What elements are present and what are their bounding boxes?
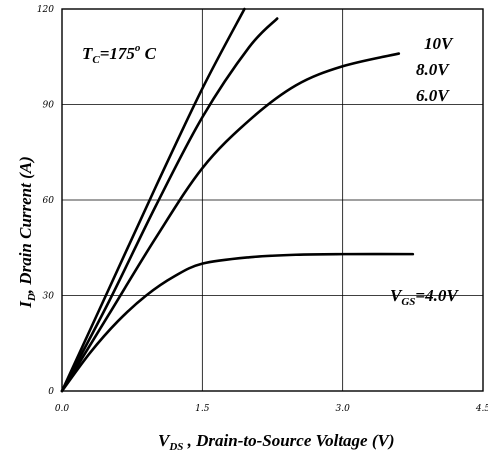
y-tick-label: 0: [48, 387, 54, 397]
y-axis-title-rest: , Drain Current (A): [16, 156, 35, 294]
temperature-main: T: [82, 44, 93, 63]
legend-label-6v: 6.0V: [416, 86, 450, 105]
temperature-unit: C: [140, 44, 156, 63]
x-axis-title-prefix: V: [158, 431, 171, 450]
x-axis-title-rest: , Drain-to-Source Voltage (V): [183, 431, 394, 450]
tick-labels: 0.0 1.5 3.0 4.5 0 30 60 90 120: [37, 5, 488, 414]
vgs-rest: =4.0V: [415, 286, 459, 305]
plot-frame: [61, 8, 484, 392]
legend-label-10v: 10V: [424, 34, 454, 53]
y-tick-label: 60: [43, 196, 55, 206]
vgs-annotation: VGS=4.0V: [390, 286, 459, 308]
series-line-1: [60, 17, 279, 393]
temperature-sub: C: [92, 54, 100, 66]
temperature-rest: =175: [100, 44, 136, 63]
curves: [60, 7, 415, 393]
y-tick-label: 120: [37, 5, 54, 15]
y-tick-label: 90: [43, 101, 55, 111]
x-tick-label: 4.5: [475, 404, 488, 414]
vgs-sub: GS: [401, 296, 415, 308]
x-tick-label: 3.0: [336, 404, 351, 414]
x-axis-title-sub: DS: [168, 441, 183, 453]
grid-lines: [62, 9, 483, 391]
y-axis-title: ID, Drain Current (A): [16, 156, 38, 309]
temperature-deg: o: [135, 42, 141, 54]
x-tick-label: 0.0: [55, 404, 70, 414]
series-line-3: [60, 252, 415, 393]
y-tick-label: 30: [43, 292, 55, 302]
x-axis-title: VDS , Drain-to-Source Voltage (V): [158, 431, 395, 453]
series-line-0: [60, 7, 246, 393]
series-line-2: [60, 52, 401, 393]
temperature-annotation: TC=175o C: [82, 42, 157, 66]
y-axis-title-sub: D: [26, 293, 38, 302]
y-axis-title-prefix: I: [16, 300, 35, 309]
legend-label-8v: 8.0V: [416, 60, 450, 79]
x-tick-label: 1.5: [195, 404, 210, 414]
vgs-main: V: [390, 286, 403, 305]
